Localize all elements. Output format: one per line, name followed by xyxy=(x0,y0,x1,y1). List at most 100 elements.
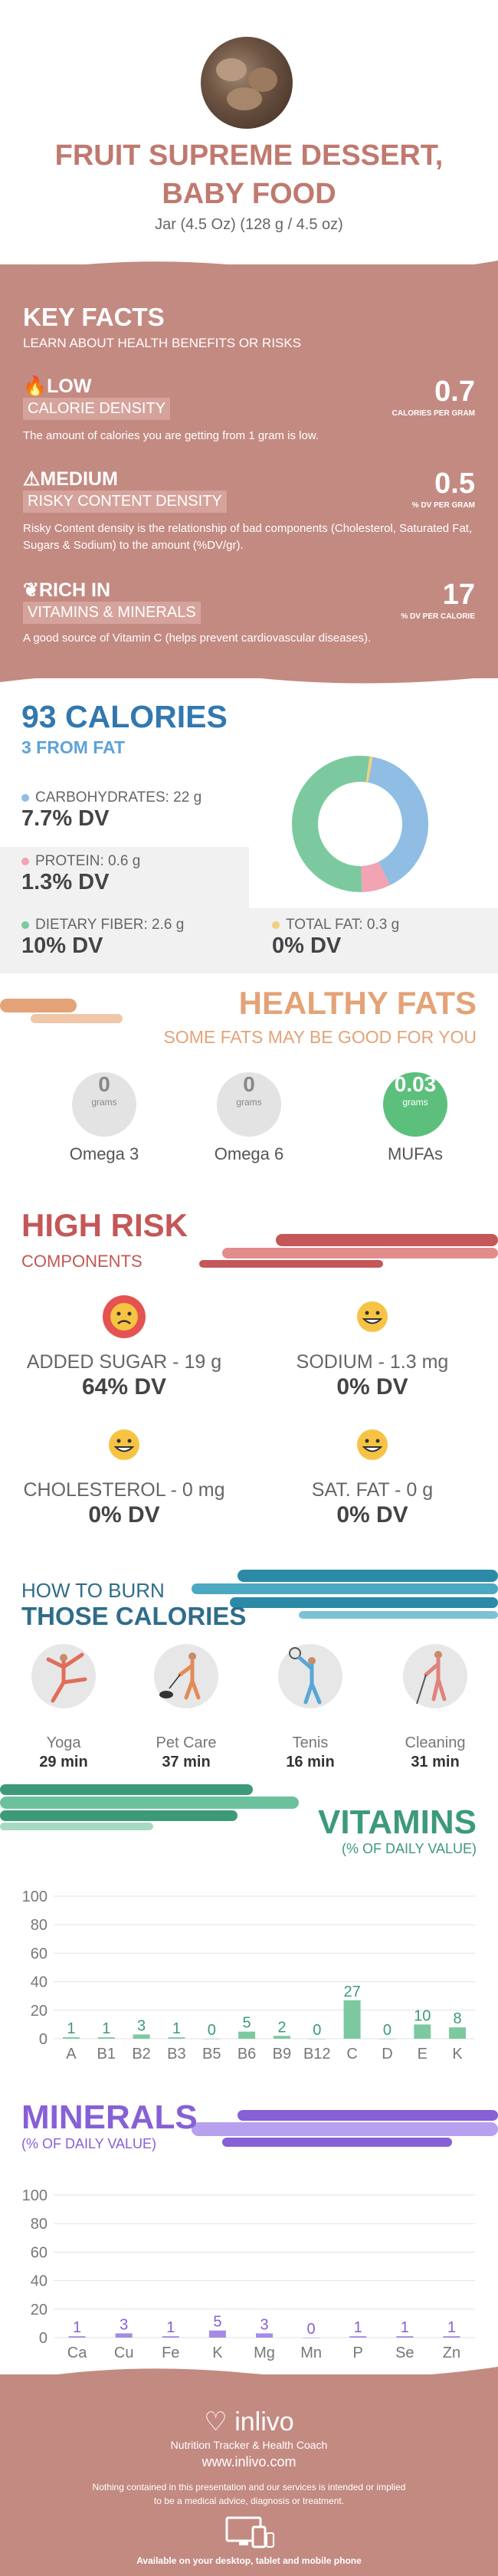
bar-ca xyxy=(68,2336,86,2338)
minerals-title: MINERALS xyxy=(21,2099,198,2136)
bar-k xyxy=(208,2330,226,2338)
x-tick-label: B1 xyxy=(97,2046,116,2062)
bar-value-label: 0 xyxy=(208,2022,216,2039)
y-tick-label: 60 xyxy=(31,1945,48,1962)
fat-omega6: 0 grams Omega 6 xyxy=(188,1062,310,1164)
bar-value-label: 0 xyxy=(383,2022,392,2039)
y-tick-label: 0 xyxy=(39,2031,48,2048)
devices-text: Available on your desktop, tablet and mo… xyxy=(136,2555,362,2566)
bar-value-label: 1 xyxy=(354,2319,362,2336)
y-tick-label: 40 xyxy=(31,1974,48,1991)
high-risk-title: HIGH RISK xyxy=(21,1207,188,1243)
minerals-decor xyxy=(192,2110,498,2147)
bar-fe xyxy=(162,2336,179,2338)
disclaimer-line-2: to be a medical advice, diagnosis or tre… xyxy=(153,2496,345,2506)
bar-b3 xyxy=(168,2037,185,2039)
bar-value-label: 1 xyxy=(102,2020,110,2037)
footer-wave xyxy=(0,2367,498,2384)
title-line-1: FRUIT SUPREME DESSERT, xyxy=(54,139,444,172)
x-tick-label: Se xyxy=(395,2345,414,2361)
x-tick-label: K xyxy=(452,2046,463,2062)
risk-label: SAT. FAT - 0 g xyxy=(311,1479,434,1501)
bar-mg xyxy=(256,2333,273,2338)
bar-e xyxy=(414,2024,431,2039)
donut-slice-protein xyxy=(360,861,391,892)
fact-value: 17 xyxy=(442,579,475,611)
bar-value-label: 10 xyxy=(414,2007,431,2024)
x-tick-label: Mn xyxy=(300,2345,322,2361)
flame-icon: 🔥 xyxy=(23,376,48,397)
vitamins-title: VITAMINS xyxy=(318,1803,477,1841)
x-tick-label: B5 xyxy=(202,2046,221,2062)
bar-value-label: 8 xyxy=(454,2010,462,2027)
x-tick-label: B6 xyxy=(238,2046,256,2062)
protein-dot xyxy=(21,858,29,865)
nutrient-dv: 1.3% DV xyxy=(21,870,110,894)
calories-from-fat: 3 FROM FAT xyxy=(21,737,126,757)
fat-circle: 0 grams xyxy=(72,1072,136,1137)
risk-dv: 64% DV xyxy=(81,1374,167,1400)
bar-b9 xyxy=(273,2036,290,2039)
bar-value-label: 1 xyxy=(73,2319,81,2336)
nutrient-label: TOTAL FAT: 0.3 g xyxy=(286,917,400,933)
fat-unit: grams xyxy=(402,1097,428,1108)
fact-band: CALORIE DENSITY xyxy=(23,398,171,420)
healthy-fats-decor xyxy=(0,999,123,1023)
bar-value-label: 0 xyxy=(313,2022,321,2039)
nutrient-protein: PROTEIN: 0.6 g 1.3% DV xyxy=(21,853,140,895)
burn-title-1: HOW TO BURN xyxy=(21,1579,165,1602)
bar-k xyxy=(449,2027,467,2039)
x-tick-label: B12 xyxy=(303,2046,331,2062)
bar-zn xyxy=(443,2336,460,2338)
logo-text: inlivo xyxy=(234,2407,294,2437)
x-tick-label: Cu xyxy=(114,2345,134,2361)
burn-title-2: THOSE CALORIES xyxy=(21,1602,247,1630)
nutrient-label: PROTEIN: 0.6 g xyxy=(35,853,141,869)
activity-name: Yoga xyxy=(46,1734,81,1751)
healthy-fats-subtitle: SOME FATS MAY BE GOOD FOR YOU xyxy=(163,1027,477,1047)
fact-value: 0.7 xyxy=(434,376,475,408)
bar-b1 xyxy=(97,2037,115,2039)
risk-label: SODIUM - 1.3 mg xyxy=(296,1351,449,1373)
nutrient-label: CARBOHYDRATES: 22 g xyxy=(35,789,202,806)
wave-bottom xyxy=(0,667,498,684)
bar-b6 xyxy=(238,2031,256,2039)
fat-circle: 0 grams xyxy=(217,1072,281,1137)
bar-value-label: 3 xyxy=(137,2017,146,2034)
fact-text: The amount of calories you are getting f… xyxy=(23,429,319,442)
fat-circle: 0.03 grams xyxy=(383,1072,447,1137)
fact-unit: % DV PER GRAM xyxy=(411,501,475,510)
serving-size: Jar (4.5 Oz) (128 g / 4.5 oz) xyxy=(155,216,343,233)
x-tick-label: P xyxy=(353,2345,363,2361)
x-tick-label: Zn xyxy=(443,2345,460,2361)
protein-band xyxy=(0,847,249,908)
minerals-bar-chart: 0 20 40 60 80 100 1 Ca 3 Cu 1 Fe 5 K 3 Mg 0 Mn 1 P 1 Se 1 Zn xyxy=(22,2187,475,2361)
title-line-2: BABY FOOD xyxy=(162,178,336,210)
pet-care-icon xyxy=(154,1644,218,1708)
fat-name: MUFAs xyxy=(387,1144,444,1163)
footer-url[interactable]: www.inlivo.com xyxy=(201,2454,297,2469)
high-risk-subtitle: COMPONENTS xyxy=(21,1252,143,1271)
fact-vitamins-minerals: ❦RICH IN VITAMINS & MINERALS 17 % DV PER… xyxy=(23,579,475,655)
bar-value-label: 3 xyxy=(120,2316,128,2333)
bar-value-label: 27 xyxy=(343,1984,360,2000)
fact-value: 0.5 xyxy=(434,468,475,500)
nutrient-carbs: CARBOHYDRATES: 22 g 7.7% DV xyxy=(21,789,201,832)
fact-band: RISKY CONTENT DENSITY xyxy=(23,491,227,513)
happy-face-icon xyxy=(103,1423,146,1466)
burn-decor xyxy=(192,1570,498,1619)
minerals-subtitle: (% OF DAILY VALUE) xyxy=(21,2136,157,2151)
bar-value-label: 0 xyxy=(307,2321,316,2338)
y-tick-label: 100 xyxy=(22,2187,48,2204)
activity-name: Tenis xyxy=(292,1734,329,1751)
bar-b2 xyxy=(133,2034,150,2039)
fact-text: Risky Content density is the relationshi… xyxy=(23,522,473,552)
high-risk-decor xyxy=(199,1234,498,1268)
nutrient-fiber: DIETARY FIBER: 2.6 g 10% DV xyxy=(21,917,184,959)
bar-value-label: 1 xyxy=(67,2020,75,2037)
y-tick-label: 20 xyxy=(31,2302,48,2318)
food-photo xyxy=(201,37,293,129)
warning-icon: ⚠ xyxy=(23,468,41,490)
x-tick-label: B2 xyxy=(132,2046,150,2062)
bar-a xyxy=(62,2037,80,2039)
